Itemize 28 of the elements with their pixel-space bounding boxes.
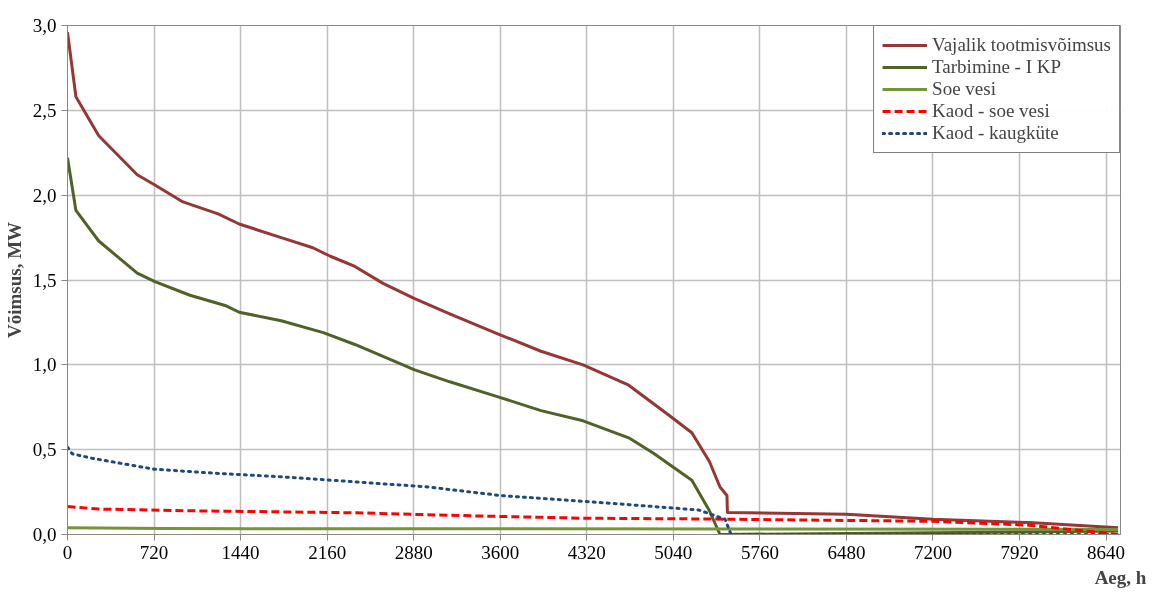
x-tick-label: 6480 <box>827 541 866 563</box>
y-axis-title: Võimsus, MW <box>3 221 25 339</box>
x-tick-label: 720 <box>139 541 169 563</box>
y-tick-label: 0,5 <box>32 439 57 461</box>
x-tick-label: 7920 <box>1000 541 1039 563</box>
x-tick-label: 7200 <box>913 541 952 563</box>
y-tick-label: 2,5 <box>32 99 57 121</box>
x-tick-label: 0 <box>62 541 73 563</box>
y-tick-label: 1,0 <box>32 354 57 376</box>
x-tick-label: 3600 <box>481 541 520 563</box>
x-tick-label: 5760 <box>740 541 779 563</box>
line-series <box>67 30 1120 530</box>
x-tick-label: 5040 <box>654 541 693 563</box>
y-tick-label: 2,0 <box>32 184 57 206</box>
x-tick-label: 4320 <box>567 541 606 563</box>
x-tick-label: 2160 <box>308 541 347 563</box>
x-axis-title: Aeg, h <box>1094 566 1147 588</box>
y-tick-label: 3,0 <box>32 15 57 36</box>
x-tick-label: 8640 <box>1087 541 1126 563</box>
y-tick-label: 0,0 <box>32 524 57 545</box>
x-tick-label: 2880 <box>394 541 433 563</box>
x-tick-label: 1440 <box>221 541 260 563</box>
legend-label: Kaod - kaugküte <box>932 122 1059 144</box>
y-tick-label: 1,5 <box>32 269 57 291</box>
legend-label: Vajalik tootmisvõimsus <box>932 34 1111 56</box>
legend-label: Kaod - soe vesi <box>932 100 1050 122</box>
legend-label: Soe vesi <box>932 78 996 100</box>
legend-label: Tarbimine - I KP <box>932 56 1062 78</box>
